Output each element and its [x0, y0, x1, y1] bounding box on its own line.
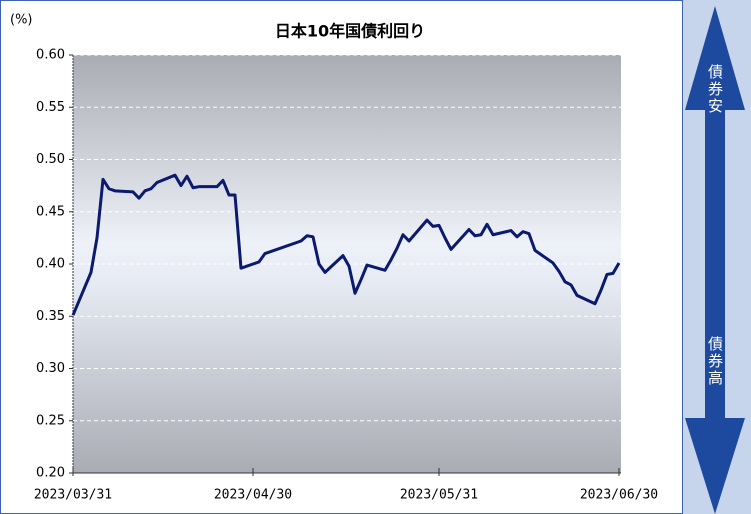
- x-tick-label: 2023/06/30: [580, 488, 658, 503]
- chart-title: 日本10年国債利回り: [275, 22, 425, 41]
- line: [71, 173, 621, 316]
- annotation: 債券安: [706, 64, 724, 115]
- y-tick-label: 0.30: [36, 361, 65, 376]
- x-tick-label: 2023/04/30: [214, 488, 292, 503]
- y-tick-label: 0.25: [36, 413, 65, 428]
- y-tick-label: 0.60: [36, 48, 65, 63]
- y-tick-label: 0.35: [36, 309, 65, 324]
- y-tick-label: 0.45: [36, 204, 65, 219]
- x-tick-label: 2023/05/31: [400, 488, 478, 503]
- y-tick-label: 0.50: [36, 152, 65, 167]
- y-tick-label: 0.20: [36, 466, 65, 481]
- y-unit: (%): [10, 13, 33, 28]
- y-tick-label: 0.55: [36, 100, 65, 115]
- y-tick-label: 0.40: [36, 257, 65, 272]
- arrow: [685, 6, 745, 514]
- x-tick-label: 2023/03/31: [34, 488, 112, 503]
- annotation: 債券高: [706, 336, 724, 387]
